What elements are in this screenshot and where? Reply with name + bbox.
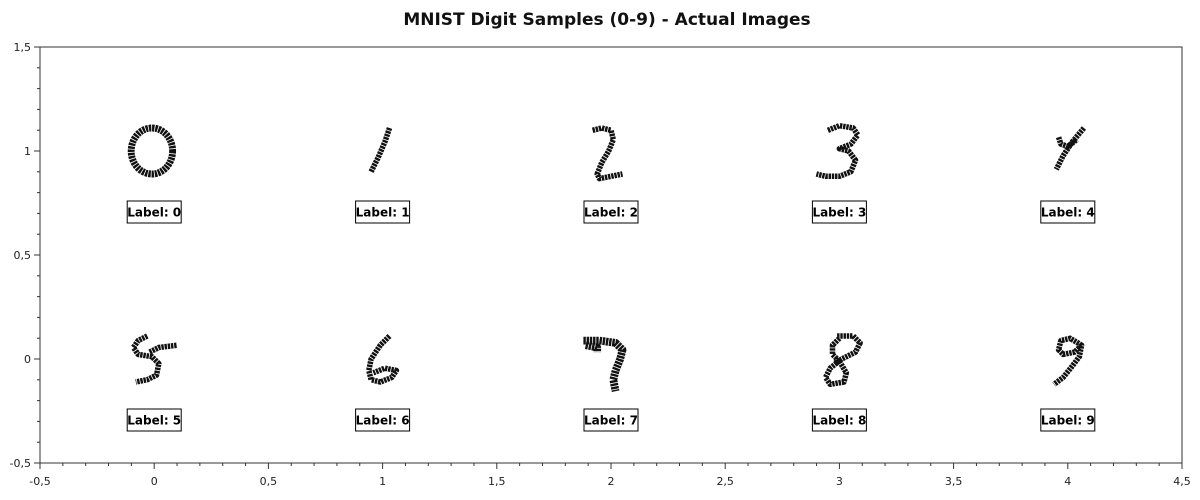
digit-stroke <box>1052 335 1085 387</box>
y-tick-label: 0,5 <box>14 249 32 262</box>
digit-image-1 <box>368 127 393 173</box>
sample-label: Label: 9 <box>1041 414 1095 428</box>
digit-image-4 <box>1053 126 1087 171</box>
digit-stroke <box>127 124 177 178</box>
x-tick-label: 0 <box>151 475 158 488</box>
chart-title: MNIST Digit Samples (0-9) - Actual Image… <box>403 10 811 30</box>
sample-label: Label: 8 <box>812 414 866 428</box>
digit-stroke <box>832 357 842 366</box>
digit-image-6 <box>366 334 400 385</box>
sample-label: Label: 2 <box>584 206 638 220</box>
digit-stroke <box>130 333 162 385</box>
digit-stroke <box>583 336 627 392</box>
y-tick-label: 1 <box>24 145 31 158</box>
y-tick-label: 0 <box>24 353 31 366</box>
label-box <box>126 200 182 224</box>
digit-stroke <box>1055 136 1079 150</box>
label-box <box>811 200 867 224</box>
x-tick-label: -0,5 <box>29 475 50 488</box>
digit-stroke <box>368 127 393 173</box>
x-tick-label: 2,5 <box>716 475 734 488</box>
label-box <box>583 200 639 224</box>
digit-image-9 <box>1052 335 1085 387</box>
x-tick-label: 1,5 <box>488 475 506 488</box>
x-tick-label: 4,5 <box>1173 475 1191 488</box>
sample-label: Label: 6 <box>356 414 410 428</box>
x-tick-label: 3,5 <box>945 475 963 488</box>
digit-stroke <box>584 341 602 353</box>
x-tick-label: 0,5 <box>260 475 278 488</box>
x-tick-label: 3 <box>836 475 843 488</box>
digit-image-0 <box>127 124 177 178</box>
sample-label: Label: 0 <box>127 206 181 220</box>
digit-stroke <box>815 122 861 180</box>
label-box <box>583 408 639 432</box>
digit-image-8 <box>822 333 863 388</box>
digit-image-2 <box>591 125 624 182</box>
digit-stroke <box>366 334 400 385</box>
sample-label: Label: 7 <box>584 414 638 428</box>
label-box <box>1040 408 1096 432</box>
digit-image-5 <box>130 333 178 385</box>
y-tick-label: 1,5 <box>14 41 32 54</box>
digit-stroke <box>822 333 863 388</box>
sample-label: Label: 4 <box>1041 206 1095 220</box>
x-tick-label: 2 <box>608 475 615 488</box>
digit-stroke <box>1053 126 1087 171</box>
digit-image-7 <box>583 336 627 392</box>
digit-stroke <box>591 125 624 182</box>
sample-label: Label: 3 <box>812 206 866 220</box>
label-box <box>355 200 411 224</box>
plot-area <box>39 46 1183 464</box>
y-tick-label: -0,5 <box>10 457 31 470</box>
x-tick-label: 4 <box>1064 475 1071 488</box>
digit-stroke <box>148 342 178 355</box>
sample-label: Label: 1 <box>356 206 410 220</box>
sample-label: Label: 5 <box>127 414 181 428</box>
label-box <box>1040 200 1096 224</box>
x-tick-label: 1 <box>379 475 386 488</box>
label-box <box>811 408 867 432</box>
label-box <box>126 408 182 432</box>
digit-image-3 <box>815 122 861 180</box>
label-box <box>355 408 411 432</box>
